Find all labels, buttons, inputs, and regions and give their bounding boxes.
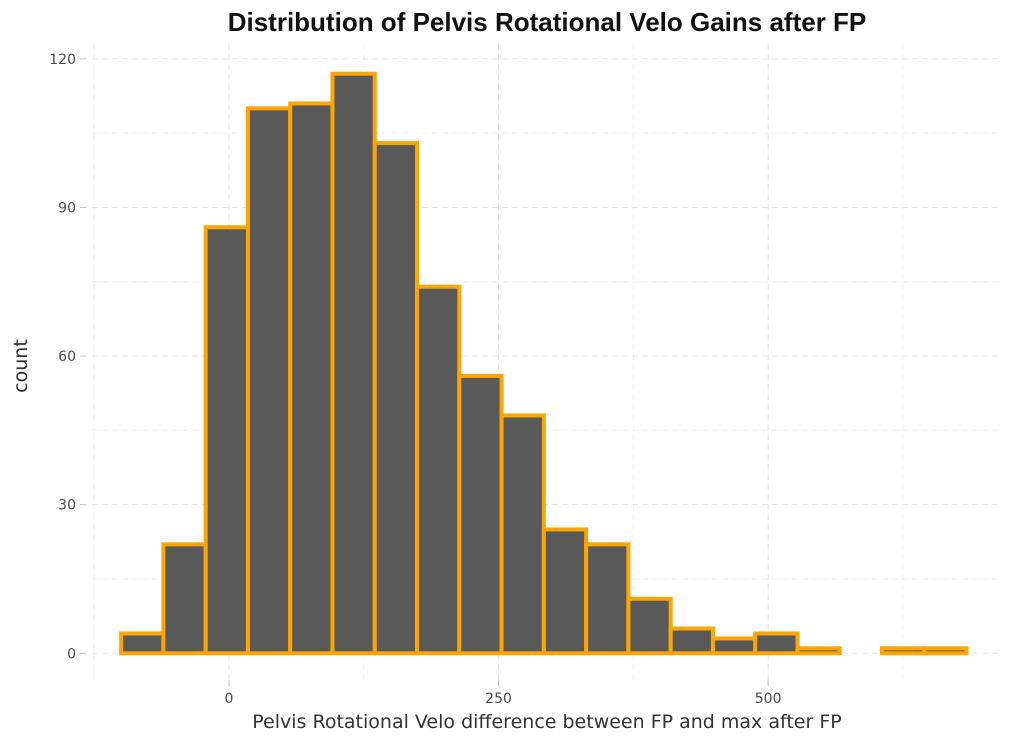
x-tick-label: 250 [485,691,512,707]
y-tick-label: 0 [67,646,76,662]
x-tick-label: 500 [755,691,782,707]
histogram-bar [457,373,504,656]
histogram-bar [541,527,589,656]
histogram-bar [415,284,462,656]
histogram-bars [119,71,969,656]
histogram-bar [880,646,927,656]
histogram-bar [245,106,293,656]
y-axis-label: count [10,339,32,393]
axis-ticks: 0 30 60 90 120 0 250 500 [49,52,781,707]
x-axis-label: Pelvis Rotational Velo difference betwee… [252,711,841,733]
histogram-bar [795,646,842,656]
y-tick-label: 90 [58,200,76,216]
histogram-bar [203,225,250,656]
y-tick-label: 30 [58,498,76,514]
y-tick-label: 120 [49,52,76,68]
x-tick-label: 0 [224,691,233,707]
histogram-bar [499,413,546,656]
histogram-bar [161,542,208,656]
chart-title: Distribution of Pelvis Rotational Velo G… [228,7,867,37]
histogram-bar [288,101,335,656]
histogram-bar [710,636,758,656]
y-tick-label: 60 [58,349,76,365]
histogram-bar [372,141,420,656]
histogram-bar [922,646,969,656]
histogram-bar [753,631,800,656]
histogram-bar [584,542,631,656]
histogram-bar [330,71,377,656]
histogram-bar [626,596,673,656]
histogram-bar [119,631,166,656]
histogram-bar [668,626,715,656]
